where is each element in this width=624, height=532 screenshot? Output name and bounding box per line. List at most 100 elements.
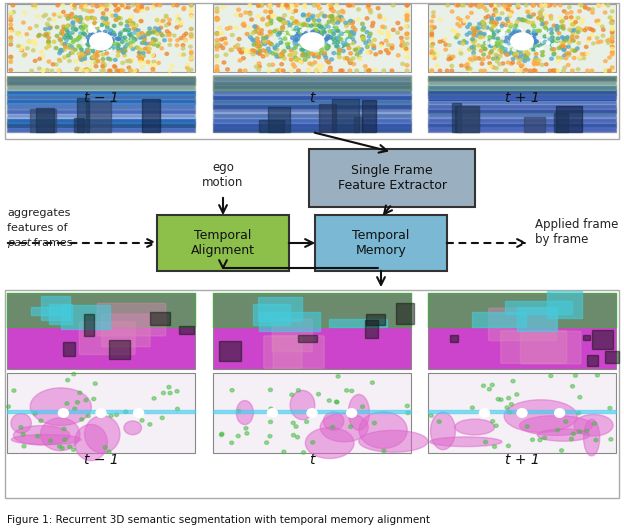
Circle shape (67, 445, 72, 448)
Circle shape (492, 46, 496, 49)
Circle shape (338, 44, 342, 47)
Circle shape (603, 60, 607, 63)
Circle shape (400, 44, 404, 47)
Text: aggregates: aggregates (7, 208, 71, 218)
Circle shape (317, 19, 321, 22)
Circle shape (74, 28, 77, 31)
Circle shape (278, 40, 281, 43)
Circle shape (215, 54, 219, 57)
Circle shape (531, 23, 535, 27)
Circle shape (499, 32, 502, 36)
Circle shape (337, 16, 341, 19)
Circle shape (349, 30, 353, 34)
Circle shape (296, 31, 300, 35)
Circle shape (129, 33, 132, 36)
Circle shape (137, 4, 140, 7)
Circle shape (565, 52, 568, 55)
Circle shape (313, 61, 317, 64)
Ellipse shape (124, 421, 142, 435)
Circle shape (34, 43, 37, 46)
Circle shape (473, 30, 477, 32)
Circle shape (491, 42, 494, 45)
Circle shape (335, 401, 339, 404)
Circle shape (220, 432, 224, 436)
Circle shape (312, 22, 316, 26)
Circle shape (597, 19, 600, 22)
Circle shape (534, 32, 537, 35)
Circle shape (92, 397, 95, 401)
Circle shape (492, 36, 495, 39)
Circle shape (146, 61, 150, 63)
Bar (213, 76, 411, 90)
Circle shape (182, 34, 186, 37)
Circle shape (110, 39, 114, 43)
Circle shape (152, 54, 155, 57)
Circle shape (320, 30, 324, 34)
Circle shape (509, 13, 512, 16)
Circle shape (284, 4, 288, 7)
Circle shape (119, 49, 123, 52)
Circle shape (64, 45, 67, 48)
Circle shape (308, 35, 311, 38)
Circle shape (17, 45, 20, 47)
Circle shape (570, 437, 573, 441)
Ellipse shape (323, 412, 344, 430)
Circle shape (340, 9, 344, 12)
Circle shape (130, 32, 134, 36)
Circle shape (553, 69, 557, 72)
Circle shape (272, 14, 276, 17)
Circle shape (475, 4, 478, 7)
Circle shape (138, 53, 142, 55)
Circle shape (64, 27, 67, 29)
Circle shape (348, 69, 352, 72)
Circle shape (157, 21, 160, 24)
Circle shape (353, 48, 357, 51)
Circle shape (73, 39, 77, 41)
Circle shape (351, 57, 355, 60)
Circle shape (365, 16, 369, 20)
Bar (213, 99, 411, 104)
Circle shape (532, 69, 535, 72)
Circle shape (336, 41, 339, 44)
Circle shape (245, 51, 248, 54)
Circle shape (405, 64, 409, 67)
Circle shape (494, 4, 497, 7)
Circle shape (311, 14, 315, 18)
Circle shape (454, 30, 457, 34)
Circle shape (524, 68, 527, 71)
Circle shape (156, 44, 160, 47)
Circle shape (570, 48, 574, 52)
Circle shape (86, 49, 89, 53)
Circle shape (396, 21, 400, 24)
Circle shape (378, 15, 382, 19)
Circle shape (66, 31, 70, 34)
Circle shape (90, 38, 94, 41)
Circle shape (328, 40, 332, 44)
Circle shape (513, 53, 517, 56)
Ellipse shape (305, 428, 354, 459)
Circle shape (80, 59, 84, 61)
Circle shape (154, 38, 157, 41)
Circle shape (447, 58, 451, 61)
Circle shape (492, 445, 497, 448)
Circle shape (500, 46, 504, 49)
Circle shape (101, 16, 104, 20)
Circle shape (218, 32, 222, 35)
Circle shape (266, 4, 270, 7)
Circle shape (12, 11, 16, 14)
Circle shape (130, 36, 134, 39)
Circle shape (61, 446, 64, 450)
Circle shape (124, 49, 127, 52)
Circle shape (107, 37, 110, 40)
Circle shape (145, 42, 148, 45)
Circle shape (132, 37, 135, 40)
Circle shape (253, 30, 257, 34)
Circle shape (432, 52, 436, 55)
Circle shape (530, 438, 535, 442)
Circle shape (347, 46, 351, 49)
Circle shape (22, 445, 26, 448)
Circle shape (583, 29, 587, 32)
Circle shape (458, 24, 462, 28)
Circle shape (15, 31, 19, 34)
Circle shape (112, 24, 116, 27)
